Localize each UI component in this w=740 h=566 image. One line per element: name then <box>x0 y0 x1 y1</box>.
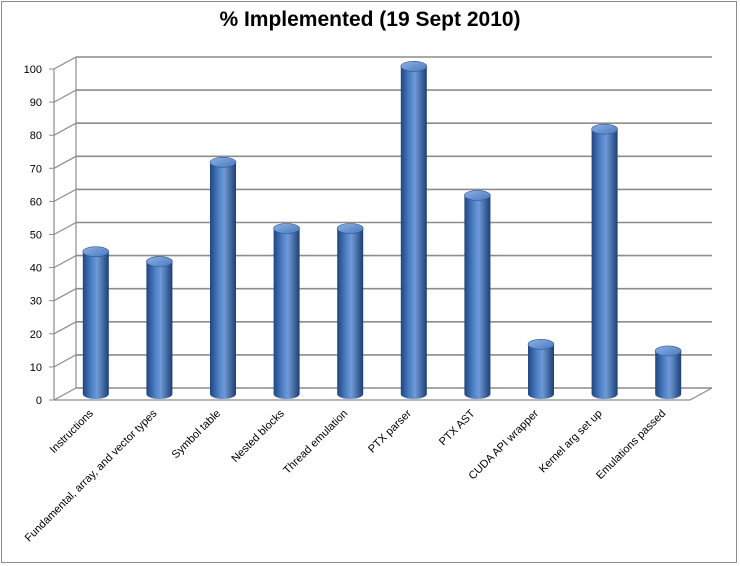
x-tick-label: PTX parser <box>366 407 414 455</box>
gridline-depth <box>53 387 77 401</box>
bar-body <box>528 344 554 399</box>
bar-cap <box>336 223 364 234</box>
floor-edge <box>689 387 713 401</box>
y-tick-label: 60 <box>30 196 42 208</box>
bar-body <box>591 129 618 399</box>
bar <box>654 345 682 399</box>
gridline-depth <box>53 288 77 302</box>
bar <box>591 123 618 399</box>
bar <box>400 61 428 399</box>
bar-cap <box>400 61 428 72</box>
x-tick-label: Emulations passed <box>594 408 668 482</box>
bar <box>209 157 237 399</box>
bar-cap <box>146 256 173 267</box>
y-tick-label: 30 <box>30 296 42 308</box>
bar-body <box>464 195 491 399</box>
y-tick-label: 100 <box>24 64 42 76</box>
x-tick-label: Instructions <box>48 407 97 456</box>
bar-cap <box>591 123 618 135</box>
y-tick-label: 20 <box>30 329 42 341</box>
chart-title: % Implemented (19 Sept 2010) <box>219 8 521 31</box>
bar <box>82 246 110 399</box>
bar-body <box>210 162 236 399</box>
x-tick-label: Thread emulation <box>281 408 350 477</box>
y-tick-label: 90 <box>30 97 42 109</box>
bar <box>273 223 300 399</box>
x-tick-label: Fundamental, array, and vector types <box>23 407 160 544</box>
gridline-depth <box>53 188 77 202</box>
gridline-depth <box>53 255 77 269</box>
gridline-depth <box>53 56 77 70</box>
gridline-depth <box>53 221 77 236</box>
x-tick-label: Symbol table <box>170 408 223 461</box>
gridline-depth <box>53 321 77 335</box>
bars <box>82 61 682 399</box>
y-tick-label: 10 <box>30 362 42 374</box>
bar <box>464 190 491 399</box>
bar-cap <box>464 190 491 201</box>
bar-cap <box>82 246 110 257</box>
y-tick-label: 70 <box>30 163 42 175</box>
bar-body <box>273 228 300 399</box>
bar-cap <box>209 157 237 168</box>
gridline-depth <box>53 354 77 368</box>
x-tick-label: Nested blocks <box>229 407 287 465</box>
gridline-depth <box>53 122 77 136</box>
bar-body <box>655 350 682 399</box>
bar-cap <box>654 345 682 357</box>
bar-cap <box>527 339 555 350</box>
gridline-depth <box>53 89 77 103</box>
y-tick-label: 80 <box>30 130 42 142</box>
x-tick-label: PTX AST <box>437 407 478 448</box>
bar-body <box>146 261 173 399</box>
y-tick-label: 50 <box>30 230 42 242</box>
y-tick-label: 0 <box>36 395 42 407</box>
bar-body <box>82 251 109 399</box>
gridline-depth <box>53 155 77 169</box>
bar <box>146 256 173 399</box>
bar-body <box>337 228 364 399</box>
bar-body <box>400 66 427 399</box>
bar <box>527 339 555 399</box>
x-tick-label: Kernel arg set up <box>537 408 605 476</box>
y-axis: 0 10 20 30 40 50 60 70 80 90 100 <box>24 64 55 407</box>
x-tick-label: CUDA API wrapper <box>466 407 541 482</box>
bar <box>336 223 364 399</box>
y-tick-label: 40 <box>30 263 42 275</box>
bar-cap <box>273 223 300 234</box>
